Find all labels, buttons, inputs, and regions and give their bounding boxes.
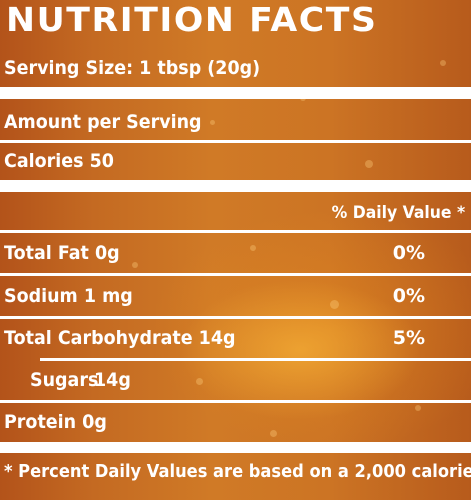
divider bbox=[40, 358, 471, 361]
daily-value-header: % Daily Value * bbox=[331, 203, 465, 223]
serving-size: Serving Size: 1 tbsp (20g) bbox=[4, 57, 261, 79]
sugars-amount: 14g bbox=[94, 369, 131, 391]
footnote: * Percent Daily Values are based on a 2,… bbox=[4, 462, 471, 482]
bubble-decoration bbox=[330, 300, 339, 309]
bubble-decoration bbox=[440, 60, 446, 66]
bubble-decoration bbox=[196, 378, 203, 385]
sodium-dv: 0% bbox=[392, 285, 425, 307]
amount-per-serving: Amount per Serving bbox=[4, 111, 202, 133]
divider bbox=[0, 400, 471, 403]
calories: Calories 50 bbox=[4, 150, 114, 172]
protein-label: Protein 0g bbox=[4, 411, 107, 433]
thick-divider bbox=[0, 442, 471, 453]
bubble-decoration bbox=[365, 160, 373, 168]
panel-title: NUTRITION FACTS bbox=[6, 0, 378, 39]
total-carbohydrate-dv: 5% bbox=[392, 327, 425, 349]
bubble-decoration bbox=[210, 120, 215, 125]
sugars-label: Sugars bbox=[30, 369, 99, 391]
thick-divider bbox=[0, 87, 471, 99]
divider bbox=[0, 230, 471, 233]
bubble-decoration bbox=[90, 420, 95, 425]
bubble-decoration bbox=[250, 245, 256, 251]
divider bbox=[0, 140, 471, 143]
divider bbox=[0, 273, 471, 276]
total-fat-label: Total Fat 0g bbox=[4, 242, 120, 264]
divider bbox=[0, 316, 471, 319]
bubble-decoration bbox=[132, 262, 138, 268]
total-fat-dv: 0% bbox=[392, 242, 425, 264]
sodium-label: Sodium 1 mg bbox=[4, 285, 133, 307]
bubble-decoration bbox=[415, 405, 421, 411]
thick-divider bbox=[0, 180, 471, 192]
total-carbohydrate-label: Total Carbohydrate 14g bbox=[4, 327, 236, 349]
bubble-decoration bbox=[270, 430, 277, 437]
